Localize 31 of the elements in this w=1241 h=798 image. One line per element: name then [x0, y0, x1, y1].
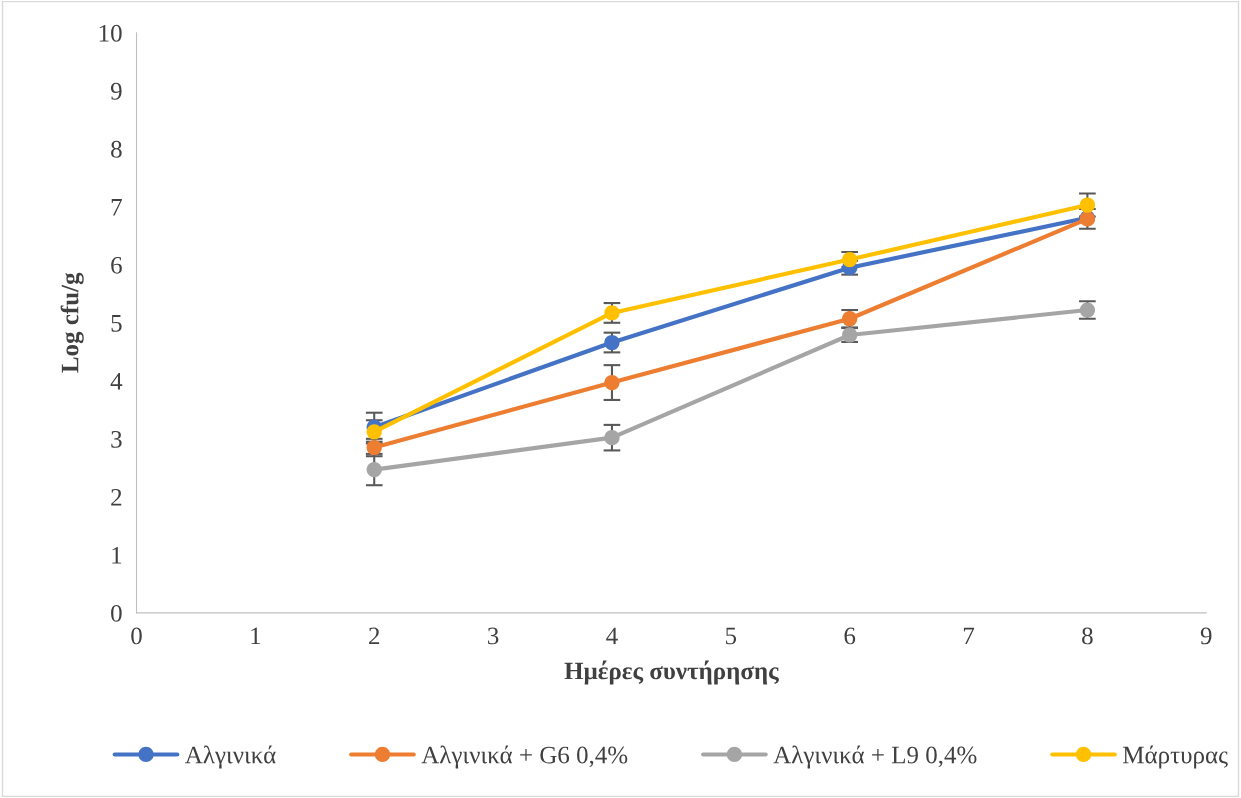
- x-tick-label: 1: [251, 627, 261, 645]
- y-tick-label: 9: [110, 82, 122, 100]
- y-tick-label: 6: [111, 256, 122, 274]
- y-tick-label: 8: [111, 140, 122, 158]
- y-tick-label: 7: [111, 199, 122, 216]
- y-tick-label: 10: [99, 24, 122, 42]
- legend-label: Αλγινικά + G6 0,4%: [421, 745, 628, 769]
- y-tick-label: 5: [111, 315, 122, 332]
- y-tick-label: 4: [110, 373, 123, 390]
- y-tick-label: 1: [112, 547, 122, 564]
- legend-label: Αλγινικά + L9 0,4%: [773, 745, 977, 769]
- legend-label: Αλγινικά: [185, 745, 276, 769]
- point: [366, 461, 382, 478]
- y-tick-label: 2: [111, 488, 122, 506]
- x-tick-label: 2: [369, 627, 380, 645]
- y-tick-label: 3: [111, 430, 122, 448]
- point: [604, 430, 620, 446]
- x-tick-label: 6: [844, 627, 856, 645]
- y-tick-label: 0: [111, 604, 122, 622]
- x-axis-title: Ημέρες συντήρησης: [564, 660, 779, 685]
- x-tick-label: 3: [488, 627, 499, 645]
- x-tick-label: 9: [1200, 627, 1212, 645]
- point: [604, 374, 620, 391]
- y-axis-title: Log cfu/g: [60, 272, 84, 373]
- x-tick-label: 8: [1082, 627, 1093, 645]
- x-tick-label: 4: [606, 627, 618, 645]
- legend-label: Μάρτυρας: [1123, 745, 1228, 769]
- point: [1079, 197, 1096, 213]
- x-tick-label: 0: [131, 627, 142, 645]
- x-tick-label: 7: [963, 627, 975, 645]
- x-tick-label: 5: [726, 627, 737, 645]
